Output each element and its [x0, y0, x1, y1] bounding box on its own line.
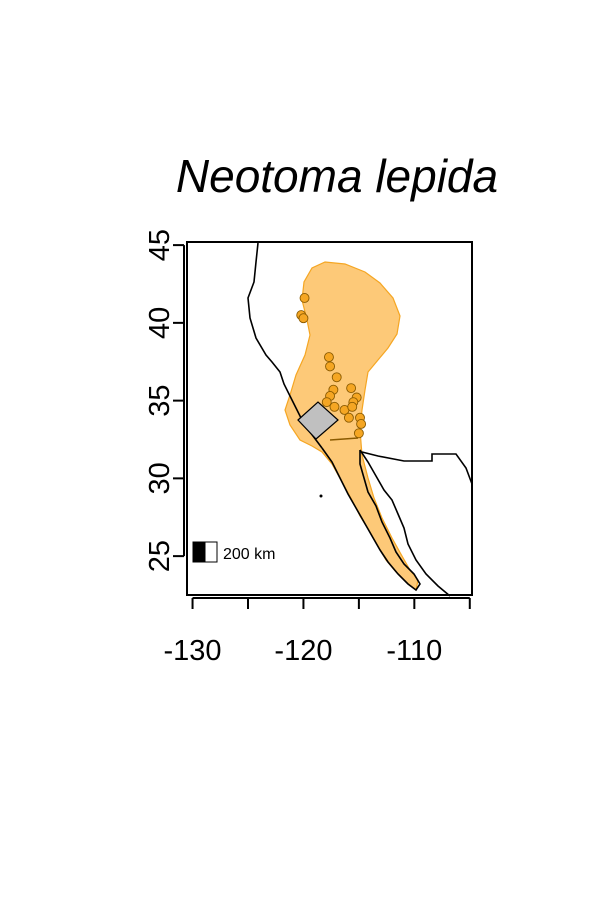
y-tick-label: 30 [144, 462, 176, 494]
x-tick-label: -110 [386, 635, 442, 667]
y-axis: 25 30 35 40 45 [144, 229, 185, 572]
y-tick-label: 35 [144, 384, 176, 416]
occurrence-point [298, 313, 309, 324]
us-mexico-border [361, 451, 473, 485]
occurrence-point [343, 412, 354, 423]
gray-polygon [297, 401, 339, 440]
occurrence-point [347, 401, 358, 412]
scale-bar: 200 km [192, 541, 275, 563]
border-within-range [329, 437, 359, 441]
baja-peninsula-outline [321, 447, 421, 592]
occurrence-point [323, 352, 334, 363]
y-tick-label: 45 [144, 229, 176, 261]
map-panel [186, 241, 473, 597]
x-axis: -130 -120 -110 [164, 597, 471, 667]
map-title: Neotoma lepida [176, 150, 498, 202]
occurrence-point [353, 428, 364, 439]
y-tick-label: 25 [144, 540, 176, 572]
occurrence-point [346, 383, 357, 394]
x-tick-label: -120 [274, 635, 332, 667]
occurrence-point [325, 361, 336, 372]
y-tick-label: 40 [144, 307, 176, 339]
scale-bar-label: 200 km [223, 546, 275, 563]
occurrence-point [299, 293, 310, 303]
scale-bar-white [204, 541, 218, 563]
pacific-coastline [247, 242, 323, 449]
scale-bar-black [192, 541, 206, 563]
plot-frame [186, 241, 473, 596]
mainland-mexico-coast [359, 449, 451, 597]
x-tick-label: -130 [164, 635, 222, 667]
occurrence-point [329, 401, 340, 412]
occurrence-point [331, 372, 342, 383]
occurrence-point [321, 397, 332, 408]
occurrence-point [356, 418, 367, 429]
island [319, 494, 323, 498]
occurrence-points [296, 293, 367, 439]
